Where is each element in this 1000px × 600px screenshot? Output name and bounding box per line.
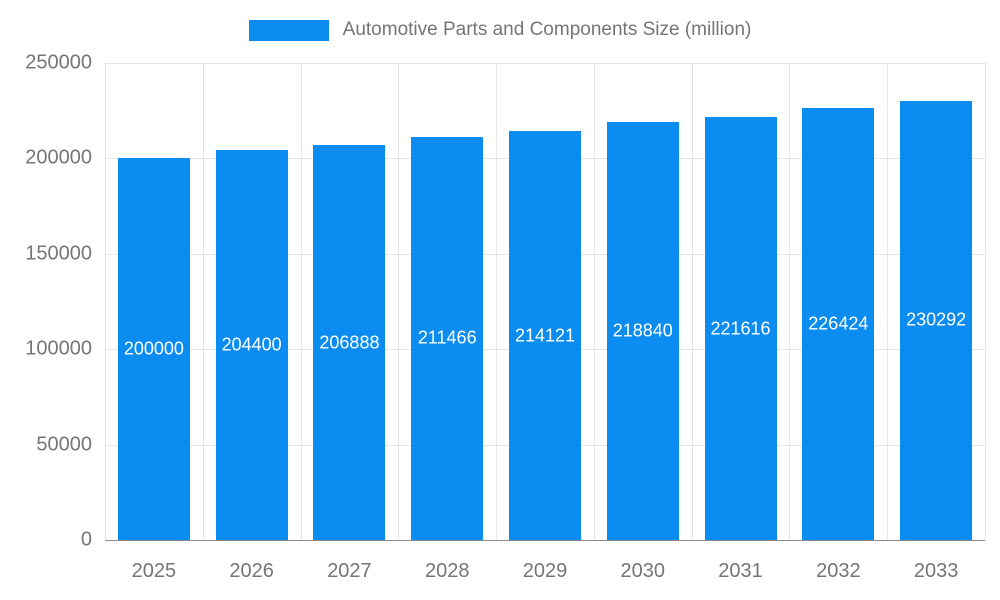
y-axis-tick-label: 150000 [25,242,92,265]
bar [509,131,581,540]
vertical-gridline [887,63,889,540]
bar [606,122,679,540]
chart-legend: Automotive Parts and Components Size (mi… [0,19,1000,41]
y-axis-tick-label: 0 [80,528,92,551]
vertical-gridline [691,63,693,540]
bar [215,150,288,540]
x-axis-tick-label: 2027 [327,560,372,582]
vertical-gridline [789,63,791,540]
bar-value-label: 204400 [221,334,282,355]
y-axis-tick-label: 200000 [25,146,92,169]
vertical-gridline [398,63,400,540]
x-axis-tick-label: 2032 [816,560,861,582]
vertical-gridline [202,63,204,540]
vertical-gridline [300,63,302,540]
x-axis-tick-label: 2025 [131,560,177,582]
bar [704,117,777,540]
x-axis-tick-label: 2028 [424,560,470,582]
vertical-gridline [496,63,498,540]
x-axis-tick-label: 2031 [718,560,763,582]
bar-value-label: 211466 [417,327,477,348]
vertical-gridline [985,63,986,540]
x-axis-tick-label: 2026 [229,560,274,582]
bar-value-label: 226424 [808,313,869,334]
bar-value-label: 221616 [710,318,771,339]
bar [117,158,190,540]
vertical-gridline [105,63,106,540]
x-axis-baseline [105,540,985,541]
bar-value-label: 200000 [123,338,184,359]
legend-swatch [248,19,329,41]
x-axis-tick-label: 2030 [620,560,666,582]
y-axis-tick-label: 100000 [25,337,92,360]
bar-value-label: 218840 [612,320,673,341]
bar [411,136,484,540]
x-axis-tick-label: 2029 [522,560,568,582]
y-axis-tick-label: 50000 [36,433,92,456]
y-axis-tick-label: 250000 [25,51,92,74]
x-axis-tick-label: 2033 [913,560,959,582]
bar-value-label: 230292 [906,309,967,330]
chart-title: Automotive Parts and Components Size (mi… [342,19,752,40]
bar [900,100,973,540]
bar [313,145,386,540]
bar-value-label: 214121 [514,325,576,346]
bar-value-label: 206888 [319,332,380,353]
bar [802,107,875,540]
vertical-gridline [593,63,595,540]
horizontal-gridline [105,63,985,64]
